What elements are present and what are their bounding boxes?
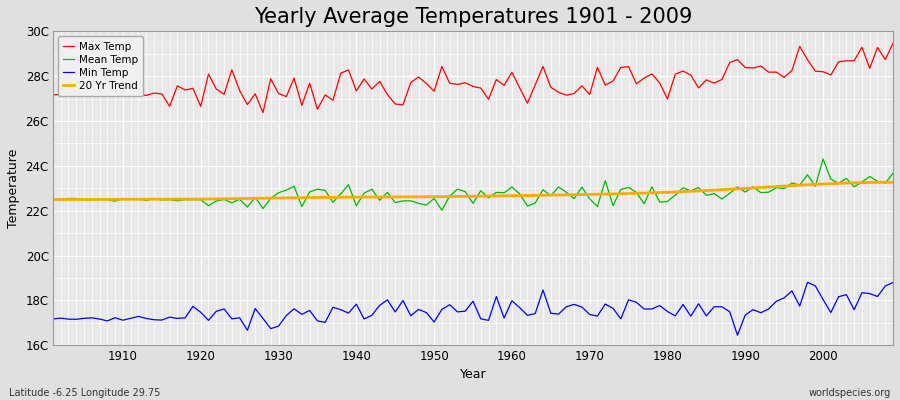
Min Temp	[887, 280, 898, 285]
Min Temp	[732, 333, 742, 338]
Text: Latitude -6.25 Longitude 29.75: Latitude -6.25 Longitude 29.75	[9, 388, 160, 398]
20 Yr Trend	[599, 192, 610, 196]
20 Yr Trend	[499, 194, 509, 198]
Text: worldspecies.org: worldspecies.org	[809, 388, 891, 398]
20 Yr Trend	[887, 180, 898, 185]
Min Temp	[507, 298, 517, 303]
Mean Temp	[887, 171, 898, 176]
Max Temp	[507, 70, 517, 75]
20 Yr Trend	[281, 196, 292, 200]
Min Temp	[802, 280, 813, 285]
Mean Temp	[514, 192, 525, 196]
Max Temp	[110, 92, 121, 97]
Mean Temp	[110, 199, 121, 204]
Max Temp	[48, 92, 58, 97]
Y-axis label: Temperature: Temperature	[7, 149, 20, 228]
Legend: Max Temp, Mean Temp, Min Temp, 20 Yr Trend: Max Temp, Mean Temp, Min Temp, 20 Yr Tre…	[58, 36, 143, 96]
Mean Temp	[436, 208, 447, 213]
Mean Temp	[507, 184, 517, 189]
Mean Temp	[817, 156, 828, 161]
20 Yr Trend	[328, 195, 338, 200]
20 Yr Trend	[507, 193, 517, 198]
Min Temp	[110, 315, 121, 320]
Max Temp	[257, 110, 268, 115]
X-axis label: Year: Year	[460, 368, 486, 381]
Max Temp	[887, 41, 898, 46]
Max Temp	[608, 79, 618, 84]
Max Temp	[514, 86, 525, 90]
Min Temp	[499, 316, 509, 320]
Min Temp	[48, 316, 58, 321]
Min Temp	[281, 313, 292, 318]
Min Temp	[599, 302, 610, 306]
Line: Min Temp: Min Temp	[53, 282, 893, 335]
Title: Yearly Average Temperatures 1901 - 2009: Yearly Average Temperatures 1901 - 2009	[254, 7, 692, 27]
Max Temp	[289, 76, 300, 80]
Mean Temp	[48, 197, 58, 202]
Line: Max Temp: Max Temp	[53, 43, 893, 113]
Line: Mean Temp: Mean Temp	[53, 159, 893, 210]
Max Temp	[336, 71, 346, 76]
Line: 20 Yr Trend: 20 Yr Trend	[53, 182, 893, 200]
Mean Temp	[608, 203, 618, 208]
20 Yr Trend	[110, 197, 121, 202]
Min Temp	[328, 305, 338, 310]
20 Yr Trend	[48, 197, 58, 202]
Mean Temp	[328, 200, 338, 205]
Mean Temp	[281, 188, 292, 192]
